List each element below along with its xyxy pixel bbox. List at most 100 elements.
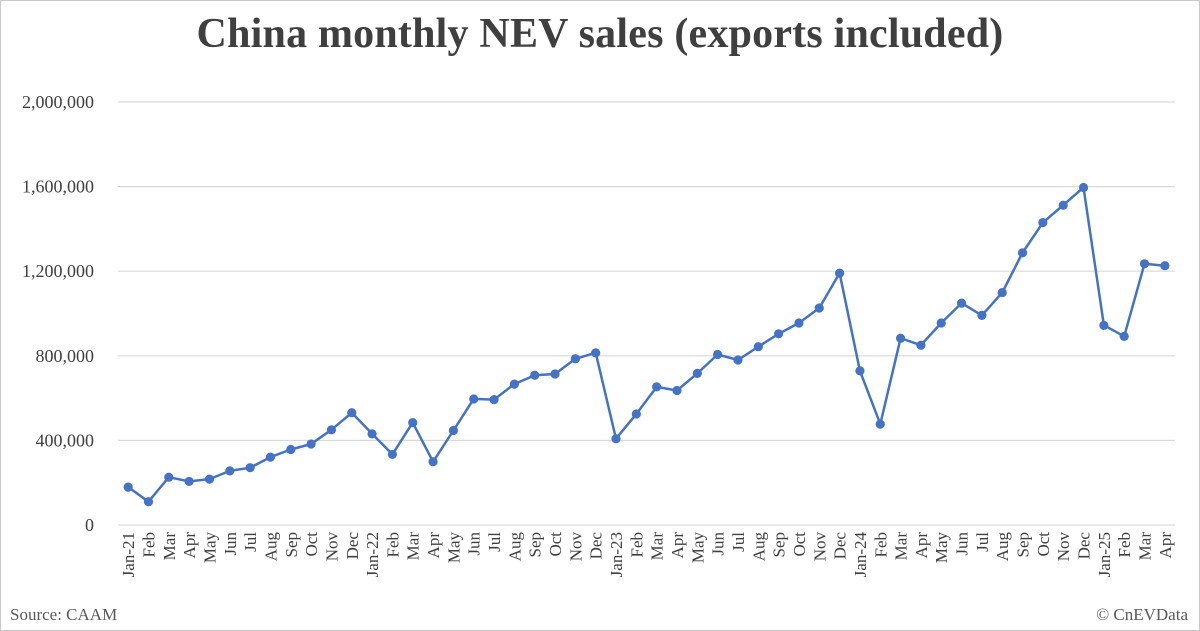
data-point [1017, 248, 1028, 258]
data-point [143, 497, 154, 507]
y-tick-label: 0 [85, 515, 94, 535]
y-tick-label: 1,200,000 [22, 261, 94, 281]
y-tick-label: 400,000 [36, 430, 95, 450]
data-point [692, 368, 702, 378]
x-tick-label: Aug [749, 532, 768, 562]
x-tick-label: May [932, 532, 951, 564]
x-tick-label: Jan-22 [363, 532, 382, 577]
data-point [265, 452, 276, 462]
x-tick-label: Dec [831, 532, 850, 560]
x-tick-label: Nov [810, 532, 829, 562]
data-point [956, 298, 967, 308]
data-point [916, 340, 926, 350]
data-point [895, 333, 906, 343]
data-point [997, 287, 1007, 298]
data-point [1119, 331, 1129, 341]
data-point [672, 385, 682, 396]
x-tick-label: Sep [770, 532, 789, 558]
x-tick-label: May [444, 532, 463, 564]
data-point [591, 348, 601, 358]
x-tick-label: Apr [1156, 532, 1175, 559]
x-tick-label: Nov [566, 532, 585, 562]
x-tick-label: Jun [953, 532, 972, 556]
data-point [1139, 259, 1150, 269]
x-tick-label: Oct [302, 532, 321, 557]
x-tick-label: May [688, 532, 707, 564]
data-point [753, 342, 763, 352]
x-tick-label: Jul [729, 532, 748, 552]
gridlines [118, 101, 1175, 526]
x-tick-label: Jul [973, 532, 992, 552]
x-tick-label: Dec [1075, 532, 1094, 560]
x-tick-label: Oct [1034, 532, 1053, 557]
x-tick-label: Apr [912, 532, 931, 559]
y-tick-label: 2,000,000 [22, 92, 94, 112]
data-point [225, 466, 235, 476]
x-tick-label: Nov [1054, 532, 1073, 562]
data-point [469, 394, 479, 404]
x-tick-label: Jan-24 [851, 532, 870, 578]
data-point [611, 434, 621, 444]
data-point [184, 476, 194, 487]
data-point [428, 457, 438, 467]
x-axis-ticks: Jan-21 Feb Mar Apr May Jun Jul Aug Sep Oct Nov Dec J… [119, 532, 1175, 578]
x-tick-label: Aug [261, 532, 280, 562]
x-tick-label: Sep [282, 532, 301, 558]
x-tick-label: May [200, 532, 219, 564]
x-tick-label: Feb [627, 532, 646, 558]
data-point [733, 355, 743, 365]
chart-title: China monthly NEV sales (exports include… [196, 11, 1004, 57]
x-tick-label: Aug [993, 532, 1012, 562]
data-point [347, 408, 357, 418]
y-axis-ticks: 0 400,000 800,000 1,200,000 1,600,000 2,000,0… [22, 92, 94, 535]
x-tick-label: Jul [241, 532, 260, 552]
data-point [794, 318, 804, 328]
data-point [855, 366, 865, 376]
data-point [1058, 200, 1068, 210]
data-point [631, 409, 641, 419]
x-tick-label: Apr [668, 532, 687, 559]
data-point [550, 369, 560, 379]
data-point [652, 382, 662, 392]
x-tick-label: Feb [383, 532, 402, 558]
x-tick-label: Mar [1136, 532, 1155, 561]
data-point [875, 419, 885, 429]
data-point [774, 329, 784, 339]
x-tick-label: Sep [526, 532, 545, 558]
x-tick-label: Mar [892, 532, 911, 561]
x-tick-label: Apr [424, 532, 443, 559]
data-point [509, 379, 519, 389]
x-tick-label: Feb [139, 532, 158, 558]
data-point [387, 449, 398, 459]
source-note: Source: CAAM [10, 605, 118, 624]
data-point [530, 370, 540, 380]
data-point [286, 444, 296, 455]
y-tick-label: 1,600,000 [22, 177, 94, 197]
data-point [448, 425, 458, 436]
data-point [326, 425, 337, 435]
x-tick-label: Jan-25 [1095, 532, 1114, 577]
copyright-note: © CnEVData [1096, 605, 1188, 624]
x-tick-label: Oct [546, 532, 565, 557]
data-point [977, 310, 987, 321]
x-tick-label: Jan-23 [607, 532, 626, 577]
data-point [306, 439, 316, 449]
data-point [835, 268, 845, 278]
data-point [367, 429, 377, 439]
data-point [1038, 217, 1048, 228]
data-point [204, 474, 215, 484]
x-tick-label: Jun [709, 532, 728, 556]
x-tick-label: Aug [505, 532, 524, 562]
data-point [1078, 182, 1089, 193]
data-point [123, 482, 133, 492]
x-tick-label: Mar [160, 532, 179, 561]
data-point [814, 303, 824, 313]
data-point [489, 394, 499, 405]
x-tick-label: Jun [221, 532, 240, 556]
data-point [570, 354, 580, 364]
data-point [408, 418, 418, 428]
data-point [1160, 261, 1170, 271]
x-tick-label: Mar [648, 532, 667, 561]
